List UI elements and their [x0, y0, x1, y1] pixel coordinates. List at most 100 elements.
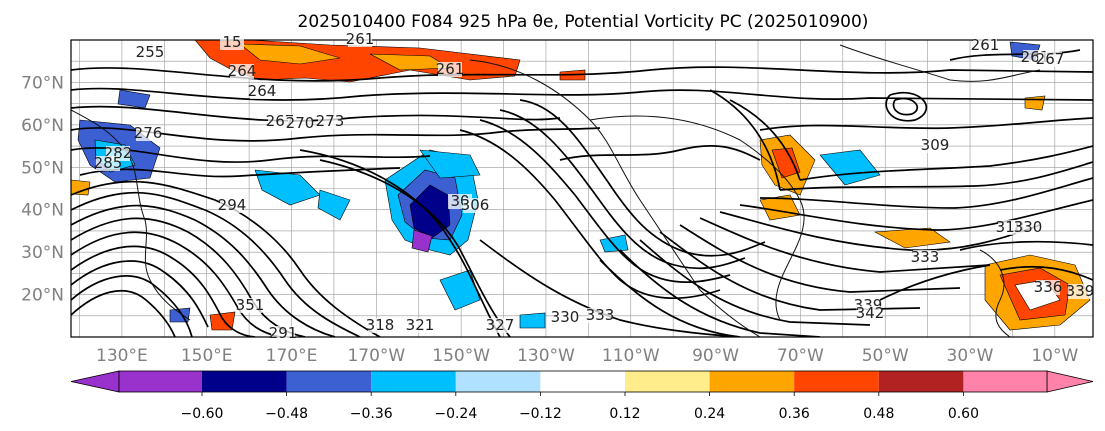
contour-label-bg [238, 298, 262, 313]
colorbar-bin [371, 371, 456, 392]
colorbar-tick-label: −0.60 [181, 406, 224, 422]
pv-negative-west-mid [254, 169, 321, 206]
colorbar-tick-label: −0.24 [434, 406, 477, 422]
colorbar-bin [625, 371, 710, 392]
longitude-label: 30°W [947, 346, 994, 366]
contour-label: 261 [436, 60, 465, 78]
longitude-label: 170°E [266, 346, 318, 366]
colorbar-extend-min [70, 370, 120, 393]
contour-label-bg [136, 126, 160, 141]
contour-label: 15 [222, 33, 241, 51]
contour-label-bg [408, 318, 432, 333]
colorbar-extend-max [1046, 370, 1094, 393]
contour-label-bg [220, 198, 244, 213]
contour-label: 333 [586, 306, 615, 324]
longitude-label: 150°W [432, 346, 490, 366]
colorbar-tick-label: −0.36 [350, 406, 393, 422]
colorbar-bin [963, 371, 1047, 392]
colorbar-tick-label: −0.12 [519, 406, 562, 422]
pv-negative-small-3 [519, 312, 546, 329]
contour-label: 351 [236, 296, 265, 314]
latitude-label: 20°N [21, 286, 64, 306]
contour-label-bg [271, 326, 295, 341]
contour-label-bg [858, 306, 882, 321]
map-title: 2025010400 F084 925 hPa θe, Potential Vo… [298, 12, 869, 32]
colorbar-bin [540, 371, 625, 392]
contour-label: 285 [94, 154, 123, 172]
colorbar-bin [455, 371, 541, 392]
contour-label-bg [1068, 284, 1092, 299]
contour-label: 264 [248, 82, 277, 100]
contour-label: 321 [406, 316, 435, 334]
longitude-label: 110°W [602, 346, 660, 366]
contour-label: 294 [218, 196, 247, 214]
contour-label: 273 [316, 112, 345, 130]
longitude-label: 130°W [517, 346, 575, 366]
contour-label: 306 [461, 196, 490, 214]
contour-label-bg [438, 62, 462, 77]
colorbar-bin [794, 371, 879, 392]
map-area [71, 40, 1093, 337]
contour-label: 270 [286, 114, 315, 132]
contour-label-bg [1016, 220, 1040, 235]
contour-label: 318 [366, 316, 395, 334]
coastlines [71, 44, 1041, 337]
contour-label: 261 [346, 30, 375, 48]
longitude-label: 70°W [777, 346, 824, 366]
contour-label-bg [1036, 280, 1060, 295]
colorbar-tick-label: 0.12 [609, 406, 640, 422]
colorbar-tick-label: 0.24 [694, 406, 725, 422]
contour-label-bg [913, 250, 937, 265]
pv-positive-northeast [1024, 95, 1046, 111]
contour-label-bg [138, 45, 162, 60]
latitude-label: 60°N [21, 116, 64, 136]
longitude-label: 10°W [1031, 346, 1078, 366]
colorbar: −0.60 −0.48 −0.36 −0.24 −0.12 0.12 0.24 0.36 0.4… [70, 370, 1094, 422]
contour-label: 333 [911, 248, 940, 266]
pv-negative-ne-pacific [439, 269, 481, 311]
map-frame [70, 39, 1094, 338]
latitude-labels: 70°N 60°N 50°N 40°N 30°N 20°N [21, 73, 64, 305]
contour-label-bg [318, 114, 342, 129]
contour-label: 261 [971, 36, 1000, 54]
contour-label: 339 [1066, 282, 1095, 300]
latitude-label: 70°N [21, 73, 64, 93]
contour-label: 264 [228, 62, 257, 80]
longitude-label: 50°W [862, 346, 909, 366]
longitude-label: 130°E [96, 346, 148, 366]
colorbar-tick-label: 0.48 [863, 406, 894, 422]
contour-label-bg [463, 198, 487, 213]
latitude-label: 40°N [21, 201, 64, 221]
pv-negative-small-2 [169, 307, 191, 323]
pv-positive-west-edge [71, 179, 91, 196]
colorbar-tick-label: −0.48 [265, 406, 308, 422]
colorbar-bin [286, 371, 372, 392]
contour-label-bg [923, 138, 947, 153]
contour-label: 330 [551, 308, 580, 326]
contour-label: 267 [1036, 50, 1065, 68]
contour-label-bg [288, 116, 312, 131]
theta-e-contours [71, 49, 1093, 337]
pv-negative-west-mid2 [317, 189, 351, 221]
contour-label-bg [488, 318, 512, 333]
contour-label-bg [230, 64, 254, 79]
pv-shading [71, 40, 1091, 331]
pv-negative-west-pacific-north [117, 89, 151, 109]
contour-label-bg [96, 156, 120, 171]
colorbar-bin [878, 371, 964, 392]
pv-negative-central-small [599, 234, 629, 253]
pv-negative-central-pacific-purple [411, 229, 433, 253]
contour-label-bg [268, 114, 292, 129]
contour-label: 255 [136, 43, 165, 61]
contour-label: 267 [266, 112, 295, 130]
contour-label-bg [220, 35, 244, 50]
longitude-label: 170°W [347, 346, 405, 366]
contour-label: 309 [921, 136, 950, 154]
contour-label: 276 [134, 124, 163, 142]
contour-label: 327 [486, 316, 515, 334]
contour-label-bg [553, 310, 577, 325]
colorbar-bin [202, 371, 287, 392]
longitude-label: 90°W [692, 346, 739, 366]
